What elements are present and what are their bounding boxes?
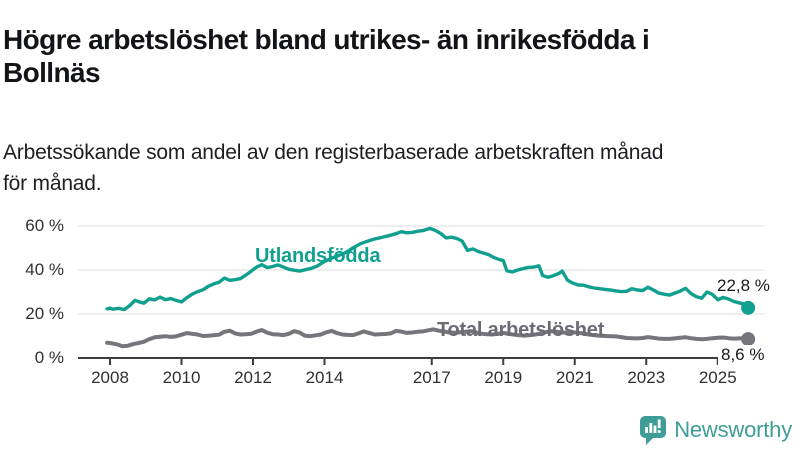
bar-chart-speech-bubble-icon — [640, 415, 667, 445]
x-tick-label-2014: 2014 — [305, 368, 344, 387]
series-end-dot-total — [741, 332, 756, 347]
page-title: Högre arbetslöshet bland utrikes- än inr… — [3, 23, 791, 89]
x-tick-label-2023: 2023 — [627, 368, 666, 387]
x-tick-label-2012: 2012 — [234, 368, 272, 387]
page-subtitle-line2: för månad. — [3, 172, 102, 195]
series-label-total-arbetsloshet: Total arbetslöshet — [437, 319, 605, 341]
end-value-label-utlandsfodda: 22,8 % — [717, 276, 770, 295]
y-tick-label-60: 60 % — [25, 216, 64, 235]
y-tick-label-20: 20 % — [25, 304, 64, 323]
y-tick-label-40: 40 % — [25, 260, 64, 279]
page-subtitle: Arbetssökande som andel av den registerb… — [3, 137, 791, 199]
newsworthy-logo: Newsworthy — [639, 414, 792, 446]
series-line-total — [105, 327, 751, 349]
series-end-dot-utlandsfodda — [741, 300, 756, 315]
x-tick-label-2025: 2025 — [698, 368, 737, 387]
x-tick-label-2010: 2010 — [162, 368, 201, 387]
x-tick-label-2008: 2008 — [91, 368, 129, 387]
end-value-label-total: 8,6 % — [718, 345, 768, 365]
page-subtitle-line1: Arbetssökande som andel av den registerb… — [3, 141, 664, 164]
y-tick-label-0: 0 % — [34, 348, 64, 367]
page-title-line2: Bollnäs — [3, 56, 101, 88]
page-title-line1: Högre arbetslöshet bland utrikes- än inr… — [3, 23, 650, 55]
series-line-utlandsfodda — [105, 226, 750, 312]
x-tick-label-2019: 2019 — [484, 368, 523, 387]
x-tick-label-2017: 2017 — [412, 368, 451, 387]
brand-wordmark: Newsworthy — [674, 417, 792, 442]
series-label-utlandsfodda: Utlandsfödda — [255, 245, 381, 267]
x-tick-label-2021: 2021 — [555, 368, 594, 387]
